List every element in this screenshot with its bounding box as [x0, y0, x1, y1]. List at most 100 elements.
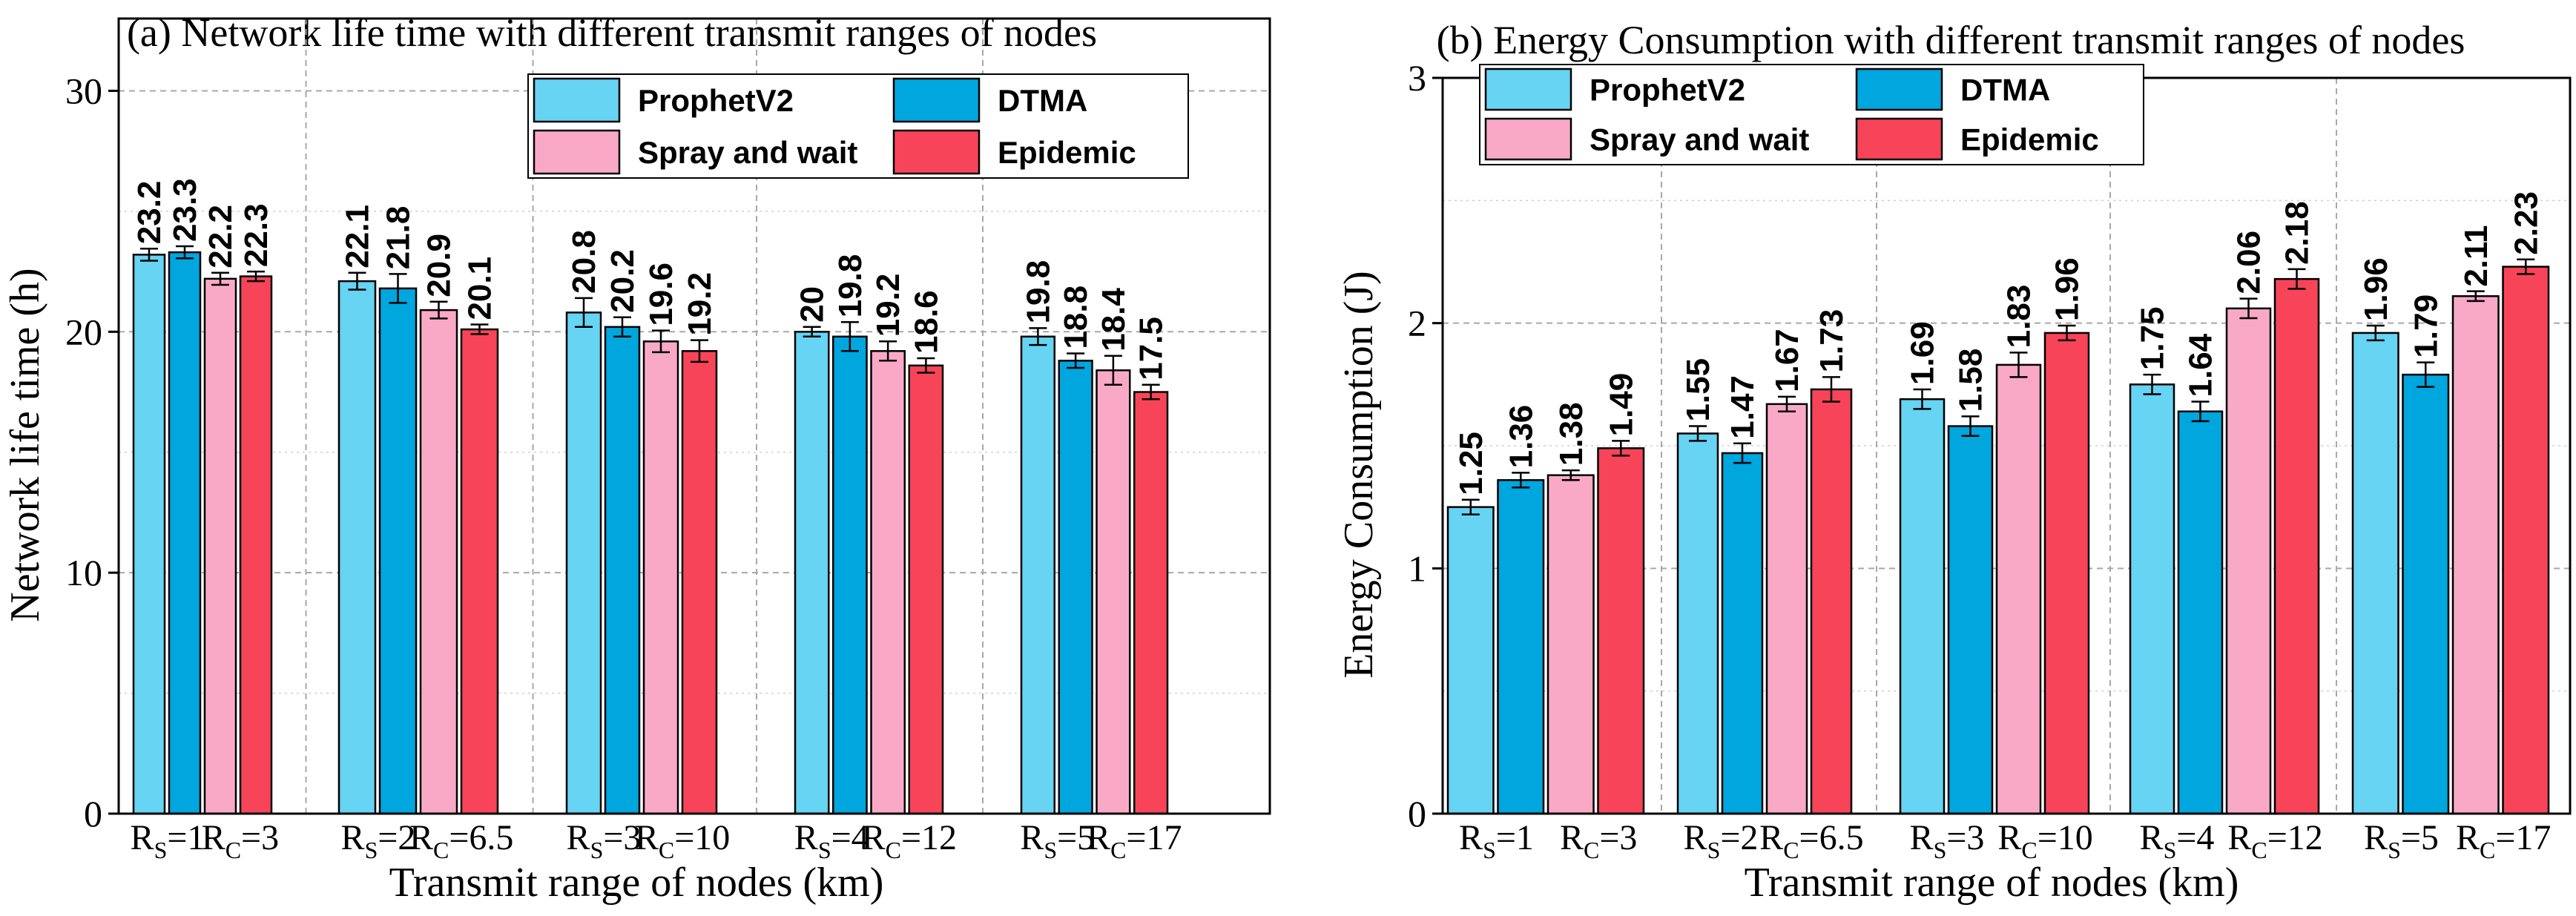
bar-dtma: [378, 287, 418, 815]
bar-spray-and-wait: [203, 277, 237, 815]
data-label: 22.1: [340, 205, 376, 268]
data-label: 1.47: [1725, 375, 1761, 439]
data-label: 2.06: [2231, 231, 2267, 294]
data-label: 1.64: [2183, 333, 2219, 397]
bar-epidemic: [1810, 388, 1853, 815]
legend: ProphetV2 DTMA Spray and wait Epidemic: [527, 73, 1189, 179]
data-label: 1.55: [1680, 358, 1716, 422]
data-label: 23.3: [167, 178, 203, 242]
y-tick-label: 0: [1408, 793, 1426, 834]
bar-prophetv2: [794, 331, 830, 815]
x-tick-label-c: RC=10: [1997, 818, 2092, 863]
x-tick-label-s: RS=3: [567, 818, 642, 863]
data-label: 22.2: [202, 205, 239, 268]
x-tick-label-c: RC=3: [1560, 818, 1637, 863]
legend-swatch-spray-and-wait: [1484, 117, 1572, 161]
legend-label: Epidemic: [1960, 122, 2099, 157]
bar-spray-and-wait: [642, 340, 679, 815]
x-tick-label-c: RC=6.5: [1759, 818, 1863, 863]
bar-prophetv2: [337, 280, 377, 815]
data-label: 23.2: [131, 181, 168, 245]
data-label: 20.9: [421, 234, 458, 297]
bar-spray-and-wait: [1546, 474, 1595, 815]
data-label: 19.2: [682, 272, 718, 336]
legend-swatch-epidemic: [1855, 117, 1943, 161]
legend-swatch-epidemic: [892, 129, 981, 175]
x-tick-label-s: RS=5: [2364, 818, 2439, 863]
bar-dtma: [1058, 360, 1093, 815]
data-label: 2.11: [2458, 225, 2494, 286]
data-label: 1.75: [2135, 306, 2171, 370]
bar-epidemic: [2502, 266, 2550, 815]
x-tick-label-s: RS=1: [1459, 818, 1534, 863]
chart-b: (b) Energy Consumption with different tr…: [1336, 18, 2572, 906]
x-tick-label-s: RS=4: [794, 818, 869, 863]
y-tick-label: 3: [1408, 57, 1426, 99]
legend-box: [527, 73, 1189, 179]
bar-dtma: [832, 335, 868, 815]
bar-epidemic: [681, 350, 718, 815]
data-label: 18.6: [908, 290, 944, 354]
chart-b-ylabel: Energy Consumption (J): [1336, 271, 1382, 679]
data-label: 22.3: [238, 203, 274, 267]
bar-prophetv2: [2129, 383, 2175, 815]
data-label: 1.79: [2408, 294, 2444, 358]
chart-a-ylabel: Network life time (h): [2, 268, 48, 622]
data-label: 17.5: [1133, 317, 1170, 380]
data-label: 1.96: [2049, 257, 2086, 321]
y-tick-label: 10: [65, 552, 102, 593]
chart-0-plot: 23.2 22.1 20.820 19.823.3 21.820.2 19.8 18.822…: [65, 17, 1271, 863]
legend-swatch-spray-and-wait: [533, 129, 621, 175]
data-label: 20: [794, 286, 831, 323]
x-tick-label-c: RC=10: [635, 818, 730, 863]
bar-spray-and-wait: [2451, 295, 2500, 815]
data-label: 1.83: [2001, 285, 2038, 349]
y-tick-label: 2: [1408, 303, 1426, 344]
data-label: 19.8: [1020, 260, 1056, 324]
legend: ProphetV2 DTMA Spray and wait Epidemic: [1479, 64, 2144, 165]
data-label: 19.6: [643, 263, 679, 326]
chart-1-plot: 1.25 1.55 1.69 1.75 1.96 1.36 1.47 1.58 1.64 1.79…: [1408, 57, 2572, 863]
bar-prophetv2: [2351, 332, 2399, 815]
bar-spray-and-wait: [419, 309, 458, 815]
x-tick-label-c: RC=12: [862, 818, 957, 863]
legend-label: ProphetV2: [1590, 73, 1745, 108]
bar-prophetv2: [1020, 335, 1055, 815]
x-tick-label-c: RC=3: [202, 818, 279, 863]
data-label: 1.96: [2358, 257, 2394, 321]
data-label: 19.2: [870, 274, 906, 337]
x-tick-label-c: RC=12: [2227, 818, 2322, 863]
x-tick-label-c: RC=6.5: [409, 818, 513, 863]
bar-epidemic: [460, 328, 499, 815]
data-label: 20.2: [605, 249, 641, 313]
data-label: 20.8: [566, 230, 602, 294]
legend-label: Spray and wait: [638, 135, 857, 170]
data-label: 1.25: [1453, 432, 1489, 495]
x-tick-label-s: RS=4: [2140, 818, 2215, 863]
data-label: 18.8: [1058, 286, 1094, 349]
legend-swatch-dtma: [892, 77, 981, 123]
bar-epidemic: [1133, 391, 1169, 815]
y-tick-label: 1: [1408, 547, 1426, 589]
x-tick-label-c: RC=17: [2456, 818, 2551, 863]
bar-dtma: [604, 326, 641, 815]
chart-a-title: (a) Network life time with different tra…: [127, 10, 1097, 55]
data-label: 20.1: [462, 257, 498, 320]
bar-prophetv2: [565, 312, 602, 815]
data-label: 1.49: [1603, 373, 1639, 437]
data-label: 2.23: [2508, 191, 2544, 255]
data-label: 19.8: [832, 254, 869, 318]
data-label: 2.18: [2279, 201, 2316, 265]
bar-prophetv2: [1899, 398, 1946, 815]
bar-spray-and-wait: [1995, 363, 2042, 815]
x-tick-label-s: RS=1: [131, 818, 205, 863]
bar-prophetv2: [1676, 432, 1719, 815]
legend-label: Epidemic: [998, 135, 1136, 170]
legend-swatch-prophetv2: [533, 77, 621, 123]
chart-b-title: (b) Energy Consumption with different tr…: [1437, 18, 2465, 62]
bar-spray-and-wait: [1096, 369, 1131, 815]
bar-dtma: [2402, 373, 2450, 815]
legend-label: ProphetV2: [638, 83, 794, 118]
bar-prophetv2: [1446, 506, 1495, 815]
plot-frame: [117, 17, 1271, 815]
